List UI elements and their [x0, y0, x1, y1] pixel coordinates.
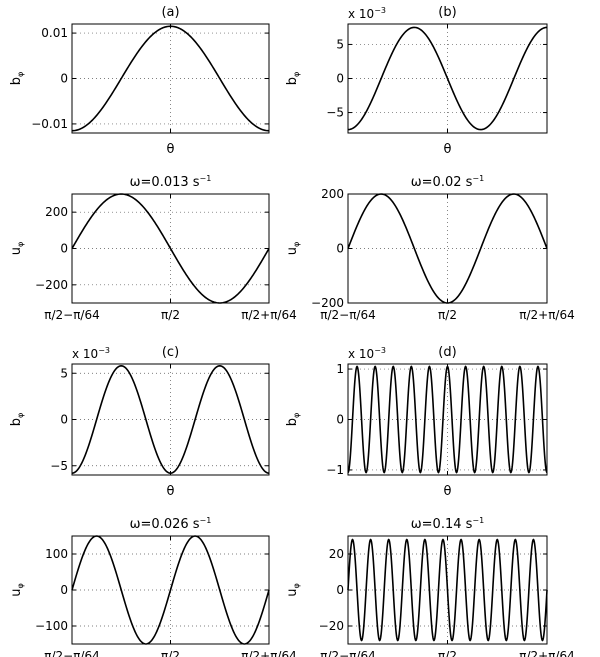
- y-axis-label-subscript: φ: [16, 413, 25, 418]
- panel-d: −1 0 1 (d) x 10−3 θ bφ: [285, 345, 548, 499]
- x-tick-label: π/2+π/64: [241, 308, 297, 322]
- y-tick-label: 0: [60, 583, 68, 597]
- x-tick-label: π/2: [161, 649, 180, 657]
- y-multiplier-exponent: −3: [374, 346, 386, 355]
- y-axis-label-subscript: φ: [292, 413, 301, 418]
- y-tick-label: −1: [326, 463, 344, 477]
- y-multiplier: x 10−3: [348, 6, 386, 21]
- y-axis-label-subscript: φ: [292, 72, 301, 77]
- panel-title-superscript: −1: [200, 174, 212, 183]
- y-tick-label: −0.01: [31, 117, 68, 131]
- series-line: [71, 535, 270, 645]
- panel-title: ω=0.02 s−1: [411, 174, 484, 190]
- y-tick-label: −200: [311, 296, 344, 310]
- x-axis-label: θ: [444, 484, 452, 499]
- y-tick-label: 100: [45, 547, 68, 561]
- y-tick-label: 20: [329, 547, 344, 561]
- y-tick-label: 1: [336, 362, 344, 376]
- series-line: [347, 26, 548, 131]
- y-tick-label: −5: [50, 459, 68, 473]
- x-tick-label: π/2: [438, 308, 457, 322]
- x-tick-label: π/2: [438, 649, 457, 657]
- panel-d-u: −20 0 20 π/2−π/64 π/2 π/2+π/64 ω=0.14 s−1 uφ: [285, 516, 575, 657]
- y-tick-label: −100: [35, 619, 68, 633]
- panel-title-superscript: −1: [472, 174, 484, 183]
- y-axis-label: bφ: [285, 413, 301, 427]
- y-axis-label: uφ: [285, 583, 301, 597]
- y-axis-label: bφ: [285, 72, 301, 86]
- panel-title-superscript: −1: [472, 516, 484, 525]
- panel-c: −5 0 5 (c) x 10−3 θ bφ: [9, 345, 270, 499]
- panel-title-superscript: −1: [200, 516, 212, 525]
- panel-title: ω=0.14 s−1: [411, 516, 484, 532]
- y-tick-label: 0: [336, 242, 344, 256]
- panel-title: (d): [438, 345, 456, 360]
- y-tick-label: 0: [60, 413, 68, 427]
- x-axis-label: θ: [444, 142, 452, 157]
- y-tick-label: 0: [336, 583, 344, 597]
- x-tick-label: π/2−π/64: [320, 649, 376, 657]
- y-axis-label: uφ: [9, 242, 25, 256]
- panel-a: −0.01 0 0.01 (a) θ bφ: [9, 5, 270, 157]
- y-tick-label: 0.01: [41, 26, 68, 40]
- x-tick-label: π/2−π/64: [44, 649, 100, 657]
- panel-title: ω=0.026 s−1: [130, 516, 212, 532]
- y-tick-label: 0: [60, 242, 68, 256]
- y-tick-label: 200: [45, 205, 68, 219]
- x-tick-label: π/2: [161, 308, 180, 322]
- y-axis-label-subscript: φ: [16, 242, 25, 247]
- y-multiplier: x 10−3: [72, 346, 110, 361]
- y-tick-label: 0: [336, 72, 344, 86]
- y-axis-label-subscript: φ: [292, 583, 301, 588]
- y-tick-label: 0: [336, 413, 344, 427]
- x-axis-label: θ: [167, 142, 175, 157]
- y-tick-label: 5: [60, 366, 68, 380]
- x-tick-label: π/2−π/64: [320, 308, 376, 322]
- y-axis-label-subscript: φ: [16, 583, 25, 588]
- y-tick-label: −20: [319, 619, 344, 633]
- y-tick-label: 5: [336, 37, 344, 51]
- panel-c-u: −100 0 100 π/2−π/64 π/2 π/2+π/64 ω=0.026 s−1 uφ: [9, 516, 297, 657]
- y-tick-label: −5: [326, 106, 344, 120]
- y-tick-label: 0: [60, 72, 68, 86]
- series-line: [71, 365, 270, 474]
- y-axis-label-subscript: φ: [292, 242, 301, 247]
- panel-b-u: −200 0 200 π/2−π/64 π/2 π/2+π/64 ω=0.02 s−1 uφ: [285, 174, 575, 322]
- x-tick-label: π/2+π/64: [519, 649, 575, 657]
- y-axis-label: uφ: [285, 242, 301, 256]
- x-axis-label: θ: [167, 484, 175, 499]
- x-tick-label: π/2−π/64: [44, 308, 100, 322]
- panel-a-u: −200 0 200 π/2−π/64 π/2 π/2+π/64 ω=0.013 s−1 uφ: [9, 174, 297, 322]
- panel-title: (b): [438, 5, 456, 20]
- y-multiplier: x 10−3: [348, 346, 386, 361]
- panel-title: (a): [161, 5, 179, 20]
- y-axis-label: bφ: [9, 72, 25, 86]
- y-tick-label: 200: [321, 187, 344, 201]
- panel-title: ω=0.013 s−1: [130, 174, 212, 190]
- x-tick-label: π/2+π/64: [241, 649, 297, 657]
- y-axis-label: bφ: [9, 413, 25, 427]
- series-line: [71, 25, 270, 132]
- series-line: [347, 538, 548, 642]
- y-axis-label: uφ: [9, 583, 25, 597]
- y-multiplier-exponent: −3: [374, 6, 386, 15]
- panel-title: (c): [162, 345, 179, 360]
- x-tick-label: π/2+π/64: [519, 308, 575, 322]
- y-multiplier-exponent: −3: [98, 346, 110, 355]
- y-axis-label-subscript: φ: [16, 72, 25, 77]
- series-line: [71, 193, 270, 304]
- panel-b: −5 0 5 (b) x 10−3 θ bφ: [285, 5, 548, 157]
- y-tick-label: −200: [35, 278, 68, 292]
